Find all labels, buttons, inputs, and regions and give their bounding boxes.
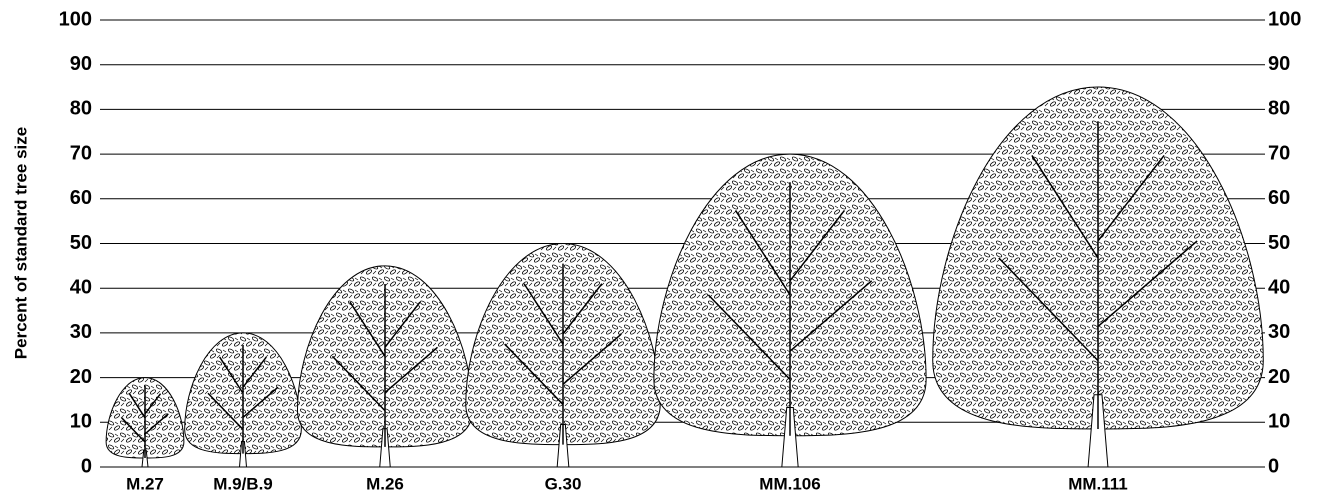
x-tick-label: M.26 — [366, 474, 404, 493]
branches — [998, 121, 1198, 430]
y-tick-label: 60 — [70, 187, 92, 209]
y-tick-label-right: 100 — [1268, 8, 1301, 30]
y-tick-label-right: 60 — [1268, 187, 1290, 209]
branches — [121, 385, 169, 459]
branches — [331, 283, 438, 447]
y-tick-label-right: 80 — [1268, 98, 1290, 120]
y-tick-label: 20 — [70, 366, 92, 388]
y-tick-label: 70 — [70, 142, 92, 164]
x-tick-label: G.30 — [545, 474, 582, 493]
y-tick-label: 30 — [70, 321, 92, 343]
y-tick-label-right: 0 — [1268, 455, 1279, 477]
y-tick-label: 90 — [70, 53, 92, 75]
x-tick-label: MM.106 — [759, 474, 820, 493]
tree — [184, 332, 302, 468]
tree — [465, 242, 661, 468]
x-tick-label: M.9/B.9 — [213, 474, 273, 493]
tree — [932, 86, 1264, 468]
x-tick-label: M.27 — [126, 474, 164, 493]
y-tick-label: 50 — [70, 232, 92, 254]
trunk — [556, 424, 570, 468]
y-tick-label-right: 40 — [1268, 276, 1290, 298]
trunk — [379, 428, 391, 468]
y-tick-label-right: 20 — [1268, 366, 1290, 388]
y-tick-label-right: 70 — [1268, 142, 1290, 164]
y-tick-label: 80 — [70, 98, 92, 120]
y-tick-label: 0 — [81, 455, 92, 477]
trunk — [238, 441, 248, 468]
y-tick-label-right: 90 — [1268, 53, 1290, 75]
tree — [105, 377, 185, 468]
tree — [296, 265, 474, 468]
y-tick-label-right: 10 — [1268, 411, 1290, 433]
branches — [504, 263, 622, 445]
branches — [707, 182, 873, 436]
y-tick-label: 10 — [70, 411, 92, 433]
trunk — [1087, 394, 1109, 468]
x-tick-label: MM.111 — [1068, 474, 1128, 493]
tree — [653, 153, 927, 468]
trunk — [781, 407, 799, 468]
y-tick-label-right: 50 — [1268, 232, 1290, 254]
y-axis-label: Percent of standard tree size — [11, 127, 30, 359]
y-tick-label: 40 — [70, 276, 92, 298]
y-tick-label-right: 30 — [1268, 321, 1290, 343]
branches — [207, 344, 279, 454]
trunk — [141, 449, 149, 468]
y-tick-label: 100 — [59, 8, 92, 30]
